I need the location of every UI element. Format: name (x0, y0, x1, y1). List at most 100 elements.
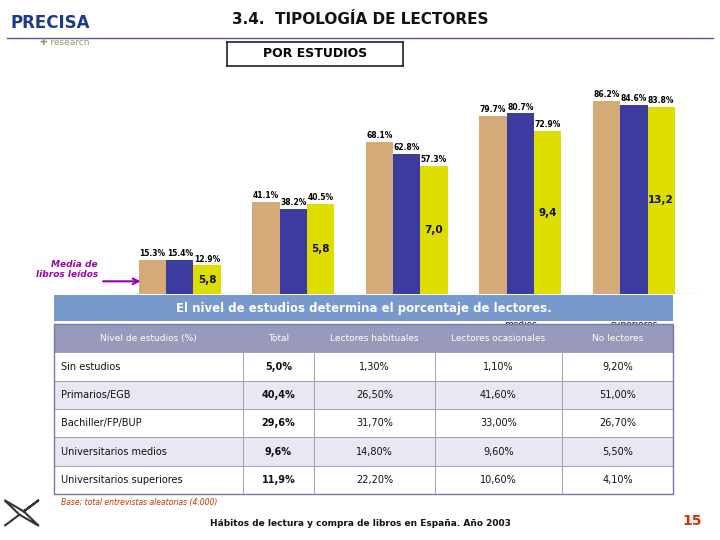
FancyBboxPatch shape (243, 409, 314, 437)
Text: 29,6%: 29,6% (261, 418, 295, 428)
Text: Universitarios
superiores: Universitarios superiores (603, 310, 665, 329)
FancyBboxPatch shape (314, 352, 435, 381)
FancyBboxPatch shape (435, 352, 562, 381)
Text: Bachiller/FP/BUP: Bachiller/FP/BUP (370, 310, 444, 319)
Text: 2003: 2003 (521, 330, 543, 339)
Text: 40,4%: 40,4% (261, 390, 295, 400)
Text: Universitarios
medios: Universitarios medios (489, 310, 552, 329)
Bar (593, 101, 620, 294)
FancyBboxPatch shape (314, 437, 435, 465)
Text: Nivel de estudios (%): Nivel de estudios (%) (100, 334, 197, 343)
Text: Lectores ocasionales: Lectores ocasionales (451, 334, 545, 343)
FancyBboxPatch shape (435, 324, 562, 352)
Text: 26,50%: 26,50% (356, 390, 393, 400)
Text: Bachiller/FP/BUP: Bachiller/FP/BUP (61, 418, 142, 428)
Text: 68.1%: 68.1% (366, 131, 392, 140)
Text: Universitarios medios: Universitarios medios (61, 447, 167, 457)
FancyBboxPatch shape (243, 352, 314, 381)
Text: 22,20%: 22,20% (356, 475, 393, 485)
Text: 86.2%: 86.2% (593, 90, 620, 99)
FancyBboxPatch shape (314, 324, 435, 352)
FancyBboxPatch shape (54, 409, 243, 437)
Bar (307, 204, 334, 294)
Text: Primarios/EGB: Primarios/EGB (261, 310, 325, 319)
Text: 15: 15 (683, 514, 702, 528)
Bar (491, 332, 516, 338)
Bar (507, 113, 534, 294)
Text: 2001: 2001 (379, 330, 402, 339)
Text: 9,4: 9,4 (539, 207, 557, 218)
Text: 10,60%: 10,60% (480, 475, 517, 485)
FancyBboxPatch shape (314, 381, 435, 409)
Text: Universitarios superiores: Universitarios superiores (61, 475, 183, 485)
Text: Base; total entrevistas aleatorias (4.000): Base; total entrevistas aleatorias (4.00… (61, 498, 217, 507)
Bar (166, 260, 194, 294)
Text: 84.6%: 84.6% (621, 94, 647, 103)
Text: 5,8: 5,8 (311, 244, 330, 254)
Text: 4,10%: 4,10% (602, 475, 633, 485)
Text: 7,0: 7,0 (425, 225, 444, 235)
FancyBboxPatch shape (54, 324, 243, 352)
FancyBboxPatch shape (314, 465, 435, 494)
Text: Sin estudios: Sin estudios (152, 310, 207, 319)
Text: 15.3%: 15.3% (140, 249, 166, 258)
Text: Hábitos de lectura y compra de libros en España. Año 2003: Hábitos de lectura y compra de libros en… (210, 519, 510, 528)
FancyBboxPatch shape (562, 324, 673, 352)
Text: No lectores: No lectores (592, 334, 643, 343)
FancyBboxPatch shape (562, 352, 673, 381)
Text: 57.3%: 57.3% (421, 155, 447, 164)
Text: 1,30%: 1,30% (359, 361, 390, 372)
Bar (139, 260, 166, 294)
FancyBboxPatch shape (435, 381, 562, 409)
Text: 80.7%: 80.7% (507, 103, 534, 112)
Text: 38.2%: 38.2% (280, 198, 307, 207)
FancyBboxPatch shape (562, 409, 673, 437)
Text: 5,50%: 5,50% (602, 447, 633, 457)
Text: Sin estudios: Sin estudios (61, 361, 121, 372)
Bar (350, 332, 375, 338)
Bar (534, 131, 561, 294)
Bar (420, 332, 446, 338)
FancyBboxPatch shape (314, 409, 435, 437)
FancyBboxPatch shape (562, 381, 673, 409)
Text: 5,8: 5,8 (198, 275, 216, 285)
Bar (253, 202, 279, 294)
Text: 2002: 2002 (450, 330, 473, 339)
Text: 62.8%: 62.8% (394, 143, 420, 152)
Bar (480, 116, 507, 294)
FancyBboxPatch shape (562, 437, 673, 465)
Text: 72.9%: 72.9% (534, 120, 561, 129)
Bar (194, 265, 220, 294)
FancyBboxPatch shape (435, 437, 562, 465)
Text: Media de
libros leídos: Media de libros leídos (36, 260, 98, 279)
Text: 83.8%: 83.8% (648, 96, 675, 105)
Text: 79.7%: 79.7% (480, 105, 506, 114)
FancyBboxPatch shape (435, 465, 562, 494)
Text: ✚ research: ✚ research (40, 38, 89, 47)
Text: 26,70%: 26,70% (599, 418, 636, 428)
FancyBboxPatch shape (243, 381, 314, 409)
Bar (420, 166, 448, 294)
FancyBboxPatch shape (54, 465, 243, 494)
Text: POR ESTUDIOS: POR ESTUDIOS (263, 47, 367, 60)
FancyBboxPatch shape (243, 324, 314, 352)
Text: 15.4%: 15.4% (166, 249, 193, 258)
Text: 13,2: 13,2 (648, 195, 674, 205)
Text: PRECISA: PRECISA (11, 14, 90, 31)
Text: 41,60%: 41,60% (480, 390, 517, 400)
Bar (366, 141, 393, 294)
Text: 14,80%: 14,80% (356, 447, 393, 457)
Text: 31,70%: 31,70% (356, 418, 393, 428)
Text: 9,60%: 9,60% (483, 447, 513, 457)
Text: 1,10%: 1,10% (483, 361, 513, 372)
Text: 9,6%: 9,6% (265, 447, 292, 457)
FancyBboxPatch shape (54, 352, 243, 381)
Text: 11,9%: 11,9% (261, 475, 295, 485)
FancyBboxPatch shape (54, 381, 243, 409)
Bar (620, 105, 647, 294)
FancyBboxPatch shape (243, 465, 314, 494)
Text: 51,00%: 51,00% (599, 390, 636, 400)
Bar (393, 153, 420, 294)
FancyBboxPatch shape (54, 437, 243, 465)
Text: Primarios/EGB: Primarios/EGB (61, 390, 131, 400)
